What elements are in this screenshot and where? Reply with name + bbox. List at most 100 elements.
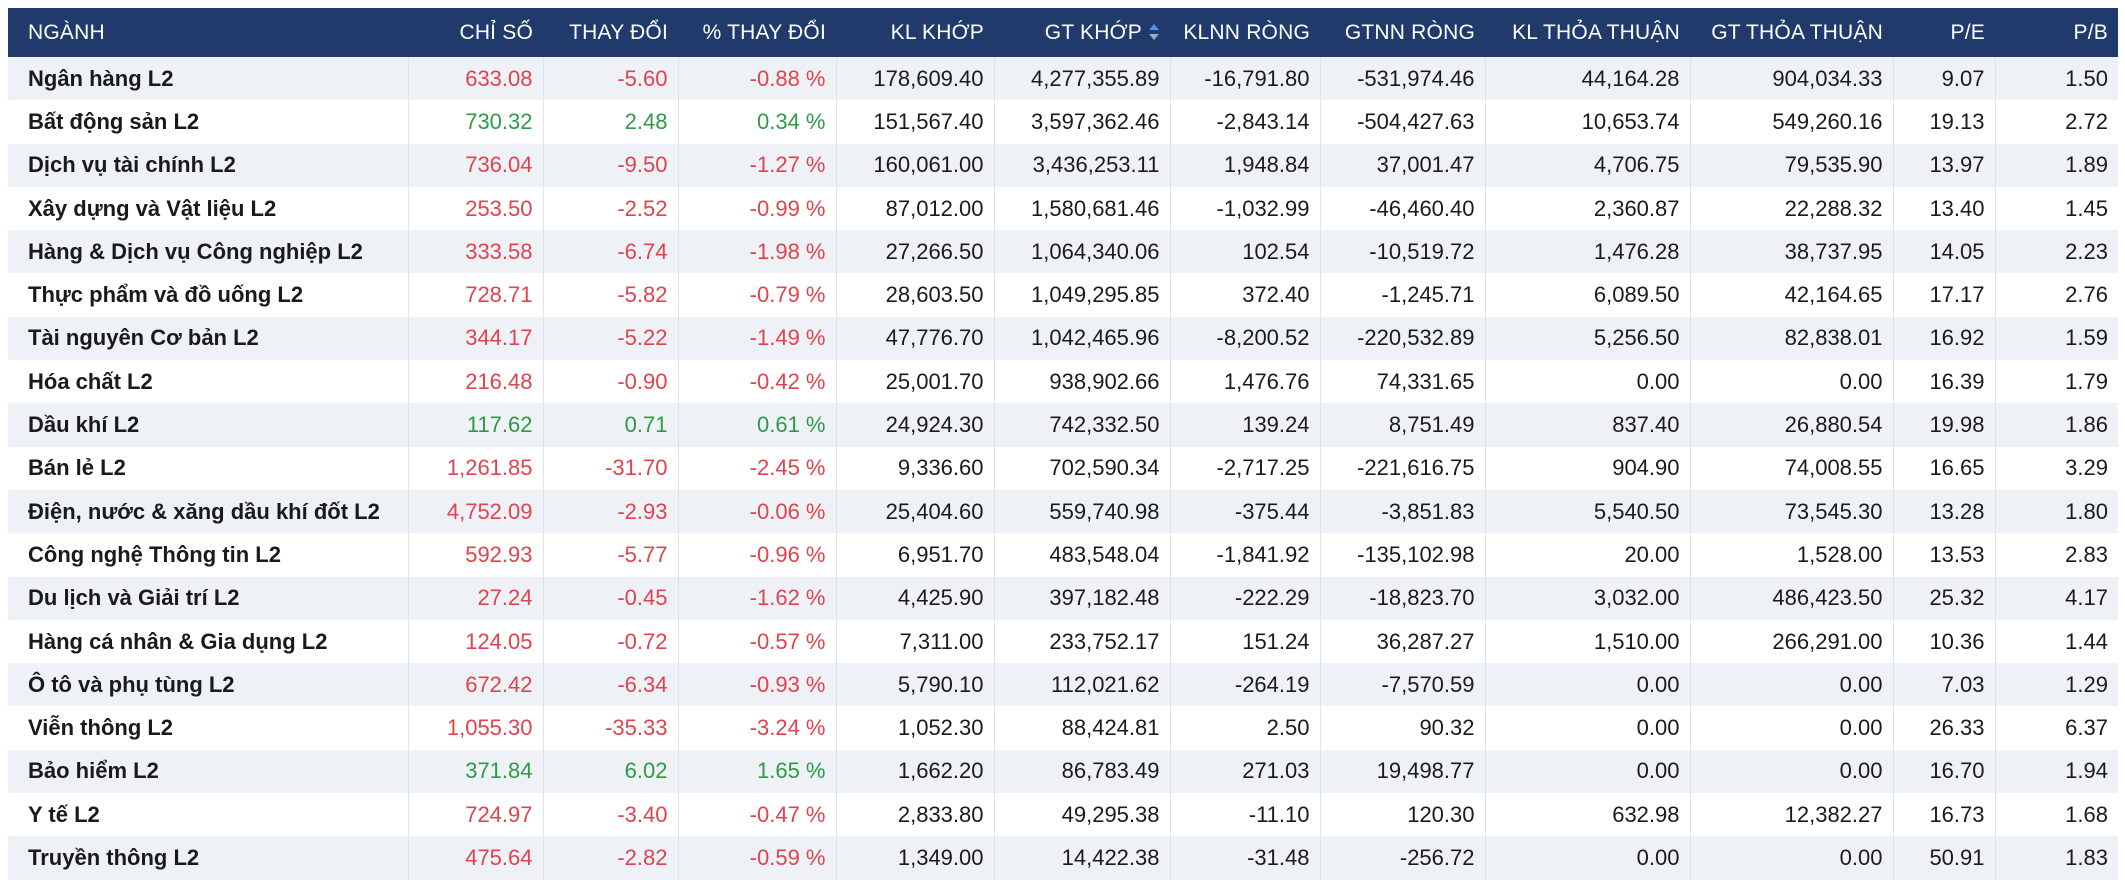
industry-name[interactable]: Tài nguyên Cơ bản L2 [8,316,409,361]
table-row[interactable]: Du lịch và Giải trí L2 27.24 -0.45 -1.62 % 4… [8,576,2118,620]
cell-pb: 2.83 [2065,541,2108,567]
cell-foreign-net-value: 8,751.49 [1320,403,1486,447]
cell-matched-volume: 151,567.40 [836,100,995,144]
industry-name[interactable]: Hàng cá nhân & Gia dụng L2 [8,619,409,664]
header-matched-volume[interactable]: KL KHỚP [890,20,984,44]
cell-negotiated-volume: 0.00 [1485,706,1691,750]
header-pb[interactable]: P/B [2073,20,2108,44]
cell-change: -0.90 [543,360,679,404]
header-foreign-net-volume[interactable]: KLNN RÒNG [1183,20,1310,44]
cell-change: -2.82 [543,836,679,880]
cell-matched-volume: 5,790.10 [836,663,995,707]
industry-name[interactable]: Thực phẩm và đồ uống L2 [8,273,409,317]
industry-name[interactable]: Hóa chất L2 [8,360,409,404]
cell-foreign-net-volume: 139.24 [1170,403,1321,447]
header-industry[interactable]: NGÀNH [28,20,105,44]
table-row[interactable]: Hàng & Dịch vụ Công nghiệp L2 333.58 -6.74… [8,230,2118,274]
table-row[interactable]: Dịch vụ tài chính L2 736.04 -9.50 -1.27 % 16… [8,143,2118,187]
cell-negotiated-volume: 2,360.87 [1485,186,1691,231]
table-row[interactable]: Bán lẻ L2 1,261.85 -31.70 -2.45 % 9,336.60 70… [8,446,2118,490]
cell-matched-value: 14,422.38 [994,836,1171,880]
industry-name[interactable]: Du lịch và Giải trí L2 [8,576,409,620]
industry-name[interactable]: Công nghệ Thông tin L2 [8,533,409,577]
sort-up-down-icon[interactable] [1148,22,1160,42]
cell-matched-volume: 25,001.70 [836,360,995,404]
table-row[interactable]: Công nghệ Thông tin L2 592.93 -5.77 -0.96 %… [8,533,2118,577]
industry-name[interactable]: Bảo hiểm L2 [8,749,409,794]
industry-name[interactable]: Dịch vụ tài chính L2 [8,143,409,187]
industry-name[interactable]: Truyền thông L2 [8,836,409,880]
header-negotiated-value[interactable]: GT THỎA THUẬN [1711,20,1883,44]
table-row[interactable]: Dầu khí L2 117.62 0.71 0.61 % 24,924.30 742,3… [8,403,2118,447]
industry-name[interactable]: Bán lẻ L2 [8,446,409,490]
cell-pb: 1.86 [2065,412,2108,438]
table-row[interactable]: Ngân hàng L2 633.08 -5.60 -0.88 % 178,609.40… [8,57,2118,101]
cell-matched-volume: 2,833.80 [836,793,995,837]
cell-index: 124.05 [408,619,544,664]
cell-matched-value: 88,424.81 [994,706,1171,750]
cell-change-percent: -1.62 % [678,576,837,620]
cell-matched-value: 4,277,355.89 [994,57,1171,101]
header-foreign-net-value[interactable]: GTNN RÒNG [1344,20,1475,44]
cell-change: -2.93 [543,489,679,534]
cell-negotiated-volume: 20.00 [1485,533,1691,577]
table-row[interactable]: Bảo hiểm L2 371.84 6.02 1.65 % 1,662.20 86,78… [8,749,2118,794]
cell-negotiated-volume: 1,510.00 [1485,619,1691,664]
table-row[interactable]: Y tế L2 724.97 -3.40 -0.47 % 2,833.80 49,295.… [8,793,2118,837]
cell-index: 344.17 [408,316,544,361]
cell-negotiated-value: 549,260.16 [1690,100,1894,144]
industry-name[interactable]: Hàng & Dịch vụ Công nghiệp L2 [8,230,409,274]
cell-pb: 1.79 [2065,368,2108,394]
cell-negotiated-value: 38,737.95 [1690,230,1894,274]
table-row[interactable]: Thực phẩm và đồ uống L2 728.71 -5.82 -0.79 … [8,273,2118,317]
cell-pb: 1.68 [2065,801,2108,827]
header-pe[interactable]: P/E [1950,20,1985,44]
header-matched-value[interactable]: GT KHỚP [994,8,1170,57]
cell-foreign-net-value: 37,001.47 [1320,143,1486,187]
cell-negotiated-value: 0.00 [1690,749,1894,794]
industry-name[interactable]: Điện, nước & xăng dầu khí đốt L2 [8,489,409,534]
cell-pb: 6.37 [2065,715,2108,741]
cell-foreign-net-volume: -16,791.80 [1170,57,1321,101]
industry-name[interactable]: Bất động sản L2 [8,100,409,144]
cell-change: -9.50 [543,143,679,187]
header-negotiated-volume[interactable]: KL THỎA THUẬN [1512,20,1680,44]
table-row[interactable]: Xây dựng và Vật liệu L2 253.50 -2.52 -0.99 … [8,186,2118,231]
table-body: Ngân hàng L2 633.08 -5.60 -0.88 % 178,609.40… [8,57,2118,880]
cell-matched-volume: 24,924.30 [836,403,995,447]
cell-matched-volume: 7,311.00 [836,619,995,664]
cell-pe: 50.91 [1893,836,1996,880]
cell-change: -5.22 [543,316,679,361]
cell-negotiated-volume: 0.00 [1485,663,1691,707]
cell-index: 371.84 [408,749,544,794]
table-row[interactable]: Điện, nước & xăng dầu khí đốt L2 4,752.09… [8,489,2118,534]
cell-index: 117.62 [408,403,544,447]
cell-change-percent: -0.79 % [678,273,837,317]
cell-pe: 7.03 [1893,663,1996,707]
table-row[interactable]: Bất động sản L2 730.32 2.48 0.34 % 151,567.4… [8,100,2118,144]
cell-index: 672.42 [408,663,544,707]
cell-foreign-net-volume: -31.48 [1170,836,1321,880]
header-index[interactable]: CHỈ SỐ [459,20,533,44]
industry-name[interactable]: Dầu khí L2 [8,403,409,447]
industry-name[interactable]: Ngân hàng L2 [8,57,409,101]
cell-foreign-net-volume: -8,200.52 [1170,316,1321,361]
cell-matched-value: 1,064,340.06 [994,230,1171,274]
table-row[interactable]: Viễn thông L2 1,055.30 -35.33 -3.24 % 1,052.… [8,706,2118,750]
industry-name[interactable]: Ô tô và phụ tùng L2 [8,663,409,707]
table-row[interactable]: Tài nguyên Cơ bản L2 344.17 -5.22 -1.49 % 47… [8,316,2118,361]
cell-matched-value: 233,752.17 [994,619,1171,664]
table-row[interactable]: Hóa chất L2 216.48 -0.90 -0.42 % 25,001.70 93… [8,360,2118,404]
table-row[interactable]: Ô tô và phụ tùng L2 672.42 -6.34 -0.93 % 5,7… [8,663,2118,707]
industry-name[interactable]: Y tế L2 [8,793,409,837]
header-change[interactable]: THAY ĐỔI [569,20,668,44]
table-row[interactable]: Truyền thông L2 475.64 -2.82 -0.59 % 1,349.0… [8,836,2118,880]
industry-name[interactable]: Xây dựng và Vật liệu L2 [8,186,409,231]
header-change-percent[interactable]: % THAY ĐỔI [702,20,826,44]
cell-foreign-net-volume: 2.50 [1170,706,1321,750]
cell-change-percent: -1.27 % [678,143,837,187]
cell-matched-volume: 6,951.70 [836,533,995,577]
industry-name[interactable]: Viễn thông L2 [8,706,409,750]
table-row[interactable]: Hàng cá nhân & Gia dụng L2 124.05 -0.72 -0.… [8,619,2118,664]
cell-change: -35.33 [543,706,679,750]
